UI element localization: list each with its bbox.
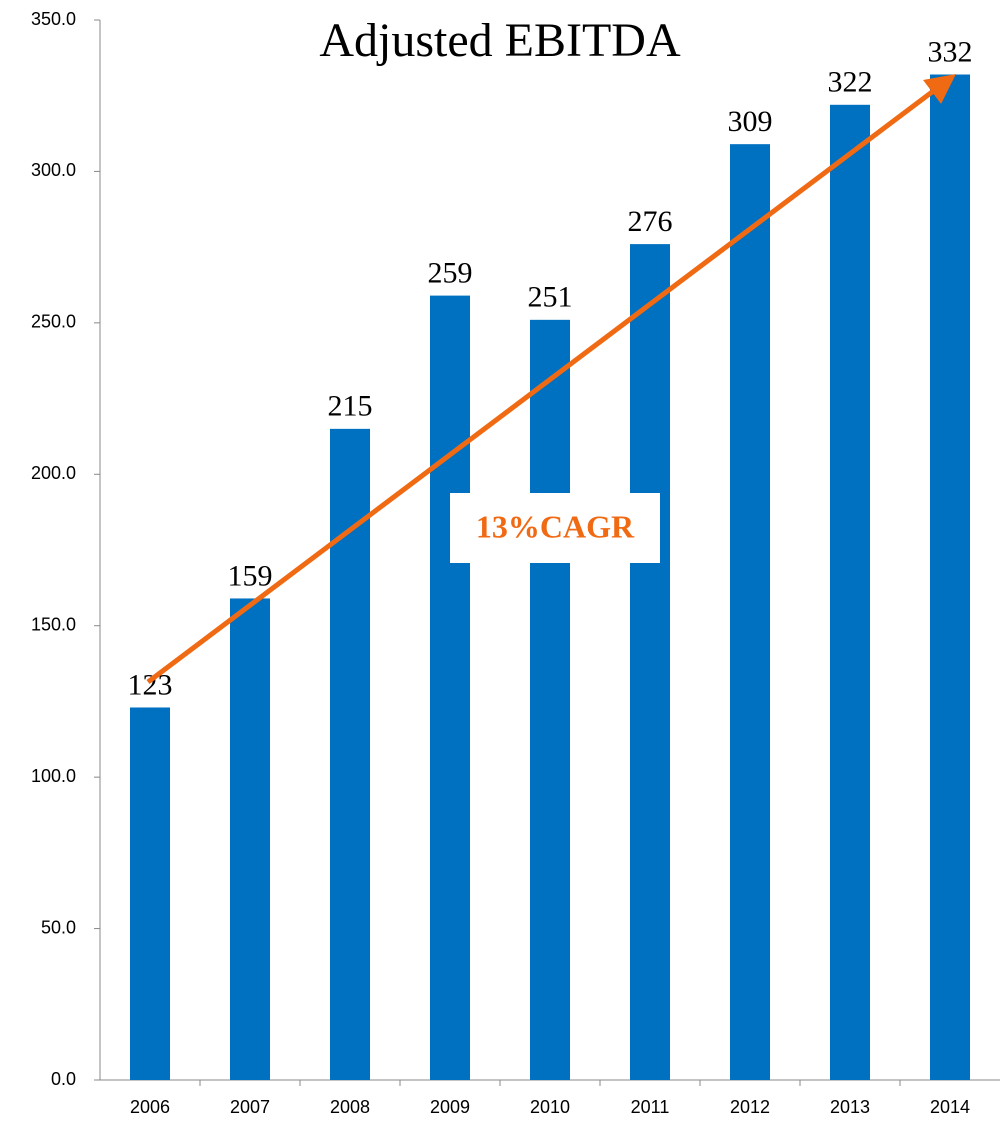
y-tick-label: 350.0 [31,9,76,29]
trend-arrow [146,73,956,684]
bar [230,598,270,1080]
x-tick-label: 2009 [430,1097,470,1117]
bar [930,74,970,1080]
x-tick-label: 2010 [530,1097,570,1117]
x-tick-label: 2006 [130,1097,170,1117]
y-tick-label: 200.0 [31,463,76,483]
bar [830,104,870,1081]
value-label: 123 [128,668,173,701]
bar [530,319,570,1080]
value-label: 309 [728,105,773,138]
value-label: 276 [628,205,673,238]
chart-title: Adjusted EBITDA [319,14,681,67]
x-tick-label: 2011 [631,1097,670,1117]
y-tick-label: 0.0 [51,1069,76,1089]
bar [330,428,370,1080]
y-tick-label: 150.0 [31,614,76,634]
bar [130,707,170,1080]
x-tick-label: 2014 [930,1097,970,1117]
x-tick-label: 2012 [730,1097,770,1117]
value-label: 332 [928,35,973,68]
value-label: 215 [328,390,373,423]
annotation-box [450,493,660,563]
value-label: 259 [428,256,473,289]
value-label: 322 [828,66,873,99]
plot-area: 0.0 50.0 100.0 150.0 200.0 250.0 300.0 350.0 200… [31,9,1000,1117]
bar [730,144,770,1080]
annotation: 13%CAGR [476,508,635,544]
y-tick-label: 50.0 [41,917,76,937]
y-tick-label: 250.0 [31,312,76,332]
x-tick-label: 2013 [830,1097,870,1117]
bar [430,295,470,1081]
value-label: 159 [228,559,273,592]
y-tick-label: 300.0 [31,160,76,180]
x-tick-label: 2008 [330,1097,370,1117]
y-tick-label: 100.0 [31,766,76,786]
annotation-layer: 13%CAGR [146,73,956,684]
value-label: 251 [528,281,573,314]
bar [630,244,670,1081]
x-tick-label: 2007 [230,1097,270,1117]
